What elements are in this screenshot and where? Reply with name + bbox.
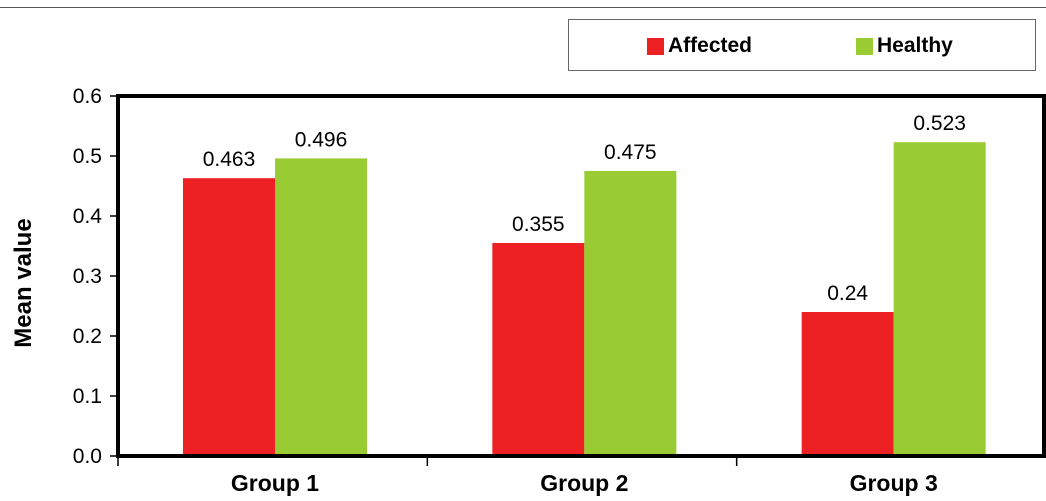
data-label-affected-2: 0.355 [512,213,565,236]
y-tick-label-3: 0.3 [73,265,102,288]
legend-item-affected: Affected [647,34,752,58]
data-label-healthy-1: 0.496 [295,128,348,151]
y-tick-label-5: 0.5 [73,145,102,168]
x-tick-label-1: Group 1 [231,470,319,496]
x-tick-label-3: Group 3 [850,470,938,496]
legend-item-healthy: Healthy [856,34,953,58]
y-tick-label-2: 0.2 [73,325,102,348]
bar-healthy-1 [275,158,367,456]
bar-healthy-3 [893,142,986,456]
bar-affected-2 [492,243,585,456]
y-tick-label-4: 0.4 [73,205,103,228]
data-label-affected-3: 0.24 [827,282,868,305]
top-rule [0,7,1046,8]
bars-layer [183,142,986,456]
legend-swatch-affected [647,37,664,55]
bar-healthy-2 [584,171,677,456]
bar-affected-3 [801,312,894,456]
y-tick-label-0: 0.0 [73,445,102,468]
bar-affected-1 [183,178,275,456]
x-tick-label-2: Group 2 [540,470,628,496]
legend-label-healthy: Healthy [877,34,953,57]
y-tick-label-1: 0.1 [73,385,102,408]
legend: Affected Healthy [568,19,1036,71]
legend-swatch-healthy [856,37,873,55]
legend-label-affected: Affected [668,34,753,57]
data-label-healthy-3: 0.523 [913,112,966,135]
data-label-affected-1: 0.463 [203,148,256,171]
data-label-healthy-2: 0.475 [604,141,657,164]
data-labels-layer: 0.463 0.496 0.355 0.475 0.24 0.523 [203,112,966,305]
axes-layer: 0.0 0.1 0.2 0.3 0.4 0.5 0.6 Group 1 Group 2 Group… [73,85,1046,496]
y-tick-label-6: 0.6 [73,85,102,108]
